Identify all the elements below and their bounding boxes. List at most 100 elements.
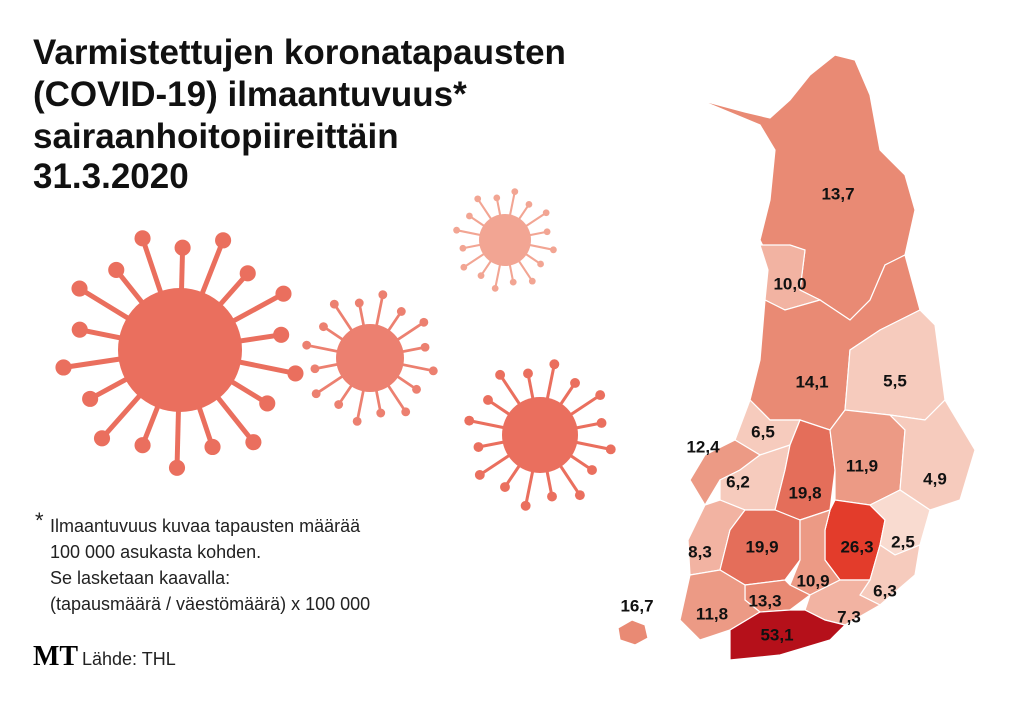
virus-part bbox=[311, 389, 321, 399]
virus-part bbox=[259, 395, 276, 412]
virus-part bbox=[474, 469, 485, 480]
virus-part bbox=[352, 416, 362, 426]
virus-part bbox=[528, 277, 536, 285]
virus-part bbox=[502, 397, 578, 473]
virus-part bbox=[483, 395, 493, 405]
region-value: 11,9 bbox=[846, 456, 878, 475]
title-line: sairaanhoitopiireittäin bbox=[33, 117, 399, 156]
region-value: 7,3 bbox=[837, 607, 861, 626]
virus-part bbox=[460, 263, 468, 271]
footnote: * Ilmaantuvuus kuvaa tapausten määrää 10… bbox=[35, 508, 370, 614]
title-line: 31.3.2020 bbox=[33, 157, 189, 196]
region bbox=[729, 609, 847, 661]
virus-part bbox=[376, 408, 386, 418]
virus-part bbox=[420, 342, 430, 352]
source-text: Lähde: THL bbox=[82, 649, 176, 669]
virus-part bbox=[459, 244, 467, 252]
virus-part bbox=[55, 359, 72, 376]
virus-part bbox=[453, 226, 460, 234]
virus-part bbox=[537, 260, 544, 268]
region-value: 11,8 bbox=[696, 604, 728, 623]
virus-part bbox=[71, 321, 88, 338]
region-value: 14,1 bbox=[795, 372, 828, 391]
region-value: 8,3 bbox=[688, 542, 712, 561]
region-value: 2,5 bbox=[891, 532, 915, 551]
virus-part bbox=[596, 418, 607, 428]
virus-part bbox=[168, 459, 186, 476]
virus-part bbox=[479, 214, 531, 266]
virus-part bbox=[93, 430, 111, 447]
region bbox=[617, 619, 649, 646]
virus-part bbox=[500, 482, 510, 492]
logo: MT bbox=[33, 641, 78, 672]
region-value: 6,2 bbox=[726, 472, 750, 491]
virus-part bbox=[493, 194, 501, 202]
footnote-line: Ilmaantuvuus kuvaa tapausten määrää bbox=[50, 516, 361, 536]
virus-part bbox=[215, 232, 232, 249]
region-value: 19,8 bbox=[788, 483, 821, 502]
virus-part bbox=[495, 369, 506, 380]
virus-part bbox=[550, 246, 557, 254]
virus-part bbox=[245, 434, 262, 451]
virus-part bbox=[319, 322, 328, 332]
footnote-line: Se lasketaan kaavalla: bbox=[50, 568, 230, 588]
virus-part bbox=[174, 239, 191, 256]
region-value: 19,9 bbox=[745, 537, 778, 556]
virus-part bbox=[134, 437, 151, 454]
virus-part bbox=[108, 261, 125, 279]
footnote-line: (tapausmäärä / väestömäärä) x 100 000 bbox=[50, 594, 370, 614]
footnote-line: 100 000 asukasta kohden. bbox=[50, 542, 261, 562]
virus-part bbox=[549, 359, 560, 370]
virus-part bbox=[310, 364, 320, 374]
virus-part bbox=[587, 465, 597, 475]
virus-part bbox=[401, 407, 411, 417]
virus-part bbox=[428, 366, 438, 376]
virus-part bbox=[543, 228, 551, 236]
region-value: 6,5 bbox=[751, 422, 775, 441]
virus-part bbox=[275, 285, 292, 302]
virus-part bbox=[71, 280, 88, 297]
virus-illustrations bbox=[55, 188, 616, 511]
virus-part bbox=[82, 390, 99, 407]
virus-part bbox=[473, 442, 484, 452]
virus-part bbox=[378, 290, 388, 300]
virus-part bbox=[491, 285, 499, 292]
virus-part bbox=[334, 400, 344, 409]
region-value: 10,9 bbox=[796, 571, 829, 590]
virus-part bbox=[354, 298, 364, 308]
source: MT Lähde: THL bbox=[33, 641, 176, 672]
footnote-marker: * bbox=[35, 508, 44, 533]
title: Varmistettujen koronatapausten (COVID-19… bbox=[33, 33, 566, 196]
virus-part bbox=[412, 384, 421, 394]
virus-part bbox=[302, 340, 312, 350]
virus-part bbox=[547, 491, 557, 502]
virus-part bbox=[509, 278, 517, 286]
virus-part bbox=[239, 265, 256, 282]
region-labels: 13,7 10,0 14,1 5,5 12,4 6,5 6,2 19,8 11,… bbox=[620, 184, 946, 644]
virus-part bbox=[574, 490, 585, 501]
virus-part bbox=[474, 195, 482, 203]
region-value: 5,5 bbox=[883, 371, 907, 390]
virus-part bbox=[329, 299, 339, 309]
region-value: 4,9 bbox=[923, 469, 947, 488]
virus-part bbox=[464, 415, 475, 426]
virus-part bbox=[520, 500, 531, 511]
virus-part bbox=[287, 365, 304, 382]
region-value: 6,3 bbox=[873, 581, 897, 600]
map bbox=[617, 54, 976, 661]
region-value: 12,4 bbox=[686, 437, 720, 456]
region-value: 10,0 bbox=[773, 274, 806, 293]
virus-part bbox=[570, 378, 580, 388]
region-value: 26,3 bbox=[840, 537, 873, 556]
virus-part bbox=[525, 201, 533, 208]
virus-part bbox=[204, 438, 221, 456]
virus-part bbox=[523, 368, 533, 379]
title-line: Varmistettujen koronatapausten bbox=[33, 33, 566, 72]
region-value: 13,3 bbox=[748, 591, 781, 610]
virus-part bbox=[605, 444, 616, 455]
region-value: 13,7 bbox=[821, 184, 854, 203]
virus-part bbox=[466, 212, 473, 220]
virus-part bbox=[419, 317, 429, 327]
virus-part bbox=[396, 307, 406, 316]
